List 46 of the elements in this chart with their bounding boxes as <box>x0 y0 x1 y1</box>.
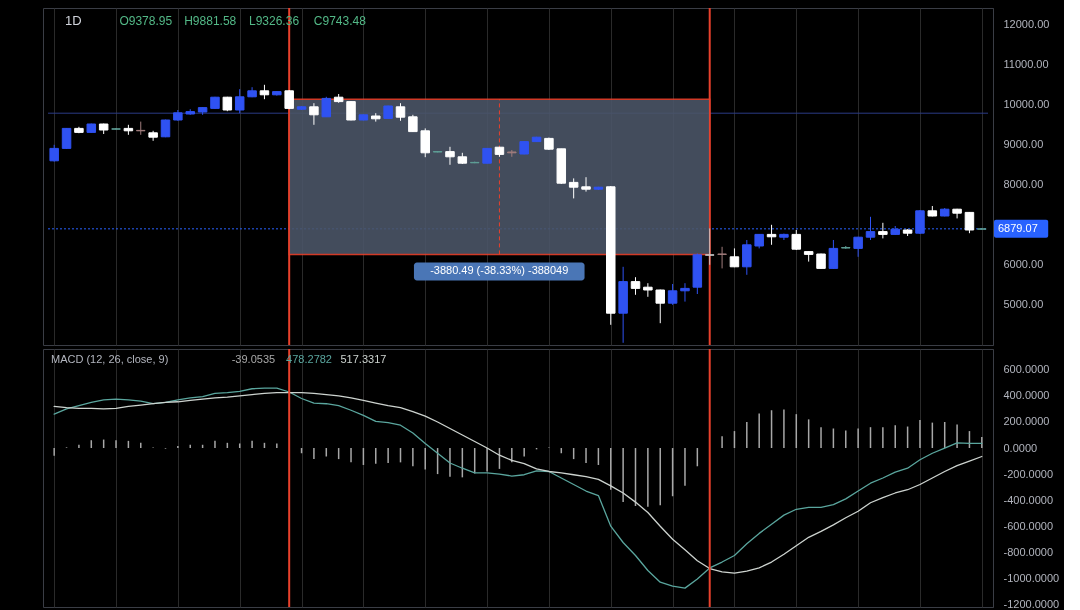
y-tick-label: -1200.0000 <box>1003 597 1060 610</box>
annotation: -39.0535 <box>231 353 276 365</box>
y-tick-label: -200.0000 <box>1003 467 1054 480</box>
y-tick-label: 200.0000 <box>1003 415 1050 428</box>
annotation: H9881.58 <box>184 14 237 28</box>
candlestick <box>61 127 72 150</box>
chart-title: MACD (12, 26, close, 9) <box>51 353 169 365</box>
candlestick <box>420 127 430 158</box>
y-tick-label: 11000.00 <box>1003 57 1049 70</box>
candlestick <box>445 146 455 166</box>
candlestick <box>964 211 975 234</box>
candlestick <box>655 289 665 324</box>
y-tick-label: -800.0000 <box>1003 545 1054 558</box>
candlestick <box>346 100 356 121</box>
y-tick-label: 600.0000 <box>1003 363 1050 376</box>
y-tick-label: 0.0000 <box>1003 441 1038 454</box>
candlestick <box>234 88 245 114</box>
candlestick <box>643 282 653 298</box>
y-tick-label: 6000.00 <box>1003 257 1044 270</box>
y-tick-label: 8000.00 <box>1003 177 1044 190</box>
annotation: C9743.48 <box>313 14 367 28</box>
y-tick-label: 9000.00 <box>1003 137 1044 150</box>
candlestick <box>309 102 319 126</box>
chart-title: 1D <box>65 13 82 28</box>
candlestick <box>568 177 579 199</box>
y-tick-label: 400.0000 <box>1003 389 1050 402</box>
band-label: -3880.49 (-38.33%) -388049 <box>430 264 569 277</box>
ref-line-label: 6879.07 <box>998 221 1038 234</box>
y-tick-label: 10000.00 <box>1003 97 1050 110</box>
y-tick-label: -1000.0000 <box>1003 571 1060 584</box>
candlestick <box>742 239 752 276</box>
y-tick-label: 5000.00 <box>1003 297 1044 310</box>
candlestick <box>680 282 690 303</box>
annotation: 517.3317 <box>340 353 387 365</box>
candlestick <box>321 96 332 118</box>
y-tick-label: -600.0000 <box>1003 519 1054 532</box>
candlestick <box>581 176 591 193</box>
candlestick <box>865 216 876 241</box>
candlestick <box>667 283 678 306</box>
y-tick-label: -400.0000 <box>1003 493 1054 506</box>
candlestick <box>828 239 839 270</box>
candlestick <box>717 246 727 269</box>
y-tick-label: 12000.00 <box>1003 17 1050 30</box>
candlestick <box>878 222 888 239</box>
annotation: O9378.95 <box>119 14 173 28</box>
candlestick <box>704 227 715 266</box>
